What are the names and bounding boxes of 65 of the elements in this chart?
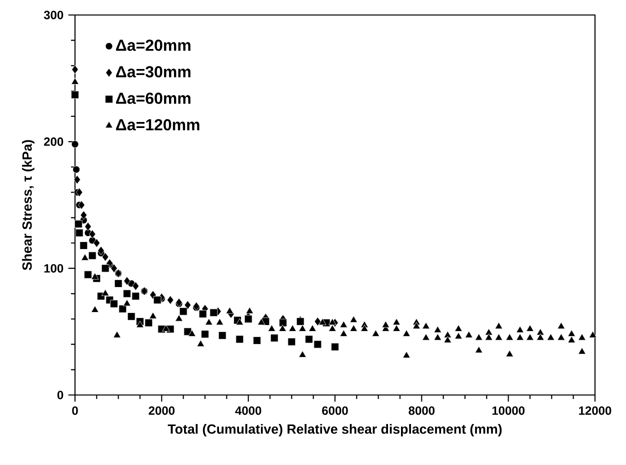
point <box>132 292 140 300</box>
point <box>97 292 105 300</box>
y-tick-label: 0 <box>57 390 64 400</box>
point <box>270 334 278 342</box>
point <box>123 290 131 298</box>
y-axis-title: Shear Stress, τ (kPa) <box>22 140 34 270</box>
point <box>88 252 96 260</box>
x-tick-label: 2000 <box>148 406 175 415</box>
y-tick-label: 200 <box>44 137 64 146</box>
point <box>84 270 92 279</box>
point <box>314 340 322 348</box>
x-tick-label: 8000 <box>408 406 435 415</box>
point <box>98 246 104 256</box>
point <box>88 230 96 239</box>
point <box>102 252 109 262</box>
point <box>305 335 313 344</box>
point <box>114 280 122 288</box>
point <box>71 90 79 99</box>
point <box>184 300 192 310</box>
point <box>127 312 136 320</box>
point <box>74 220 82 228</box>
point <box>72 65 78 74</box>
point <box>80 210 88 220</box>
x-tick-label: 4000 <box>235 406 262 415</box>
x-tick-label: 12000 <box>579 406 612 415</box>
x-axis-title: Total (Cumulative) Relative shear displacement (mm) <box>168 424 502 436</box>
point <box>153 296 162 304</box>
point <box>75 228 84 237</box>
point <box>74 175 81 184</box>
point <box>101 264 110 272</box>
x-tick-label: 0 <box>72 406 78 415</box>
point <box>78 200 85 210</box>
point <box>150 290 156 300</box>
point <box>132 282 140 291</box>
point <box>331 342 339 351</box>
x-tick-label: 6000 <box>322 406 348 415</box>
point <box>253 336 261 344</box>
point <box>288 338 296 346</box>
legend-label: Δa=120mm <box>116 119 200 130</box>
point <box>110 264 118 273</box>
point <box>72 166 80 174</box>
x-tick-label: 10000 <box>492 406 525 415</box>
point <box>124 276 130 286</box>
y-tick-label: 100 <box>44 264 64 273</box>
point <box>244 315 252 323</box>
point <box>179 307 188 316</box>
point <box>93 238 100 248</box>
point <box>236 335 244 344</box>
point <box>80 242 88 250</box>
point <box>210 308 218 317</box>
legend-label: Δa=60mm <box>116 92 190 104</box>
point <box>118 304 127 313</box>
point <box>84 222 92 231</box>
point <box>279 318 287 327</box>
point <box>144 318 153 327</box>
point <box>314 317 322 326</box>
point <box>218 332 226 340</box>
point <box>71 140 79 148</box>
point <box>166 296 174 304</box>
legend-label: Δa=20mm <box>116 40 190 51</box>
legend-label: Δa=30mm <box>116 66 190 78</box>
point <box>110 300 118 308</box>
point <box>198 310 207 318</box>
y-tick-label: 300 <box>44 10 64 20</box>
point <box>201 330 209 338</box>
